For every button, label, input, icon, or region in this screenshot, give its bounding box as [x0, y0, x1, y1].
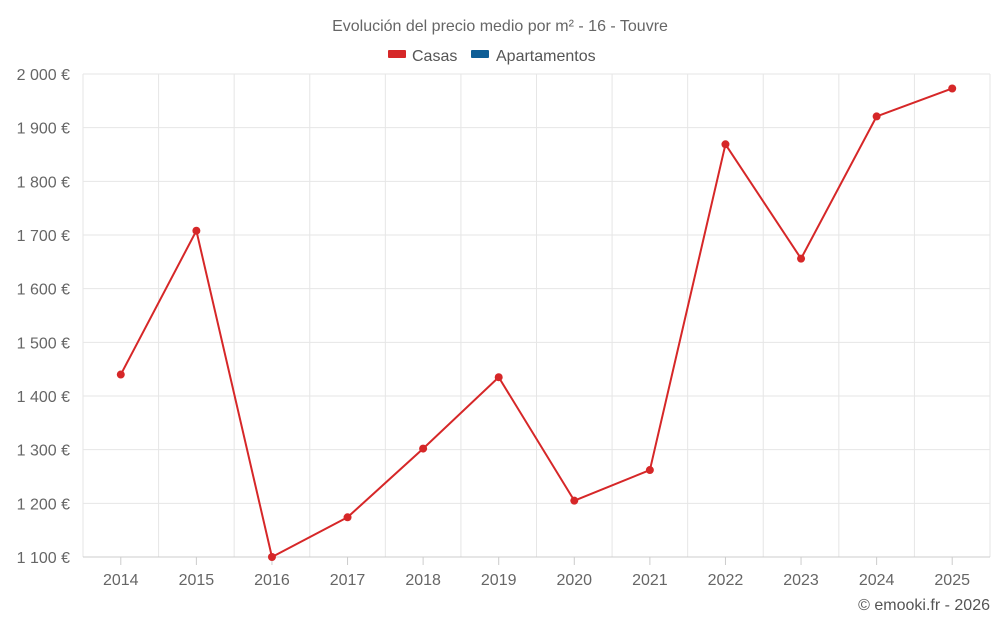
x-tick-label: 2024 [859, 572, 895, 589]
data-point-casas-2024[interactable] [872, 112, 881, 121]
data-point-casas-2020[interactable] [570, 496, 579, 505]
y-tick-label: 1 100 € [17, 550, 70, 567]
x-tick-label: 2021 [632, 572, 668, 589]
x-tick-label: 2023 [783, 572, 819, 589]
x-tick-label: 2017 [330, 572, 366, 589]
x-tick-label: 2016 [254, 572, 290, 589]
legend-item-apartamentos[interactable]: Apartamentos [471, 48, 596, 65]
series-casas [116, 84, 957, 561]
legend-label-casas: Casas [412, 48, 457, 65]
data-point-casas-2025[interactable] [948, 84, 957, 93]
data-point-casas-2023[interactable] [797, 254, 806, 263]
axes: 1 100 € 1 200 € 1 300 € 1 400 € 1 500 € 1 600… [17, 67, 990, 589]
data-point-casas-2015[interactable] [192, 226, 201, 235]
data-point-casas-2019[interactable] [494, 373, 503, 382]
x-tick-label: 2014 [103, 572, 139, 589]
y-tick-label: 1 700 € [17, 228, 70, 245]
data-point-casas-2018[interactable] [419, 444, 428, 453]
data-point-casas-2017[interactable] [343, 513, 352, 522]
credit-text: © emooki.fr - 2026 [858, 597, 990, 614]
data-point-casas-2022[interactable] [721, 140, 730, 149]
y-tick-label: 1 200 € [17, 496, 70, 513]
x-tick-label: 2019 [481, 572, 517, 589]
x-tick-label: 2015 [179, 572, 215, 589]
x-tick-label: 2020 [556, 572, 592, 589]
legend: Casas Apartamentos [388, 48, 596, 65]
x-tick-label: 2025 [934, 572, 970, 589]
data-point-casas-2021[interactable] [645, 466, 654, 475]
grid [82, 73, 991, 558]
series-line-casas [119, 87, 953, 558]
y-tick-label: 1 400 € [17, 389, 70, 406]
y-tick-label: 1 600 € [17, 282, 70, 299]
data-point-casas-2016[interactable] [267, 553, 276, 561]
x-tick-label: 2018 [405, 572, 441, 589]
data-point-casas-2014[interactable] [116, 370, 125, 379]
legend-swatch-casas [388, 50, 406, 58]
y-tick-label: 1 300 € [17, 443, 70, 460]
legend-swatch-apartamentos [471, 50, 489, 58]
legend-label-apartamentos: Apartamentos [496, 48, 596, 65]
legend-item-casas[interactable]: Casas [388, 48, 457, 65]
y-tick-label: 1 500 € [17, 335, 70, 352]
y-tick-label: 2 000 € [17, 67, 70, 84]
x-tick-label: 2022 [708, 572, 744, 589]
chart-title: Evolución del precio medio por m² - 16 -… [332, 18, 668, 35]
y-tick-label: 1 800 € [17, 174, 70, 191]
y-tick-label: 1 900 € [17, 121, 70, 138]
